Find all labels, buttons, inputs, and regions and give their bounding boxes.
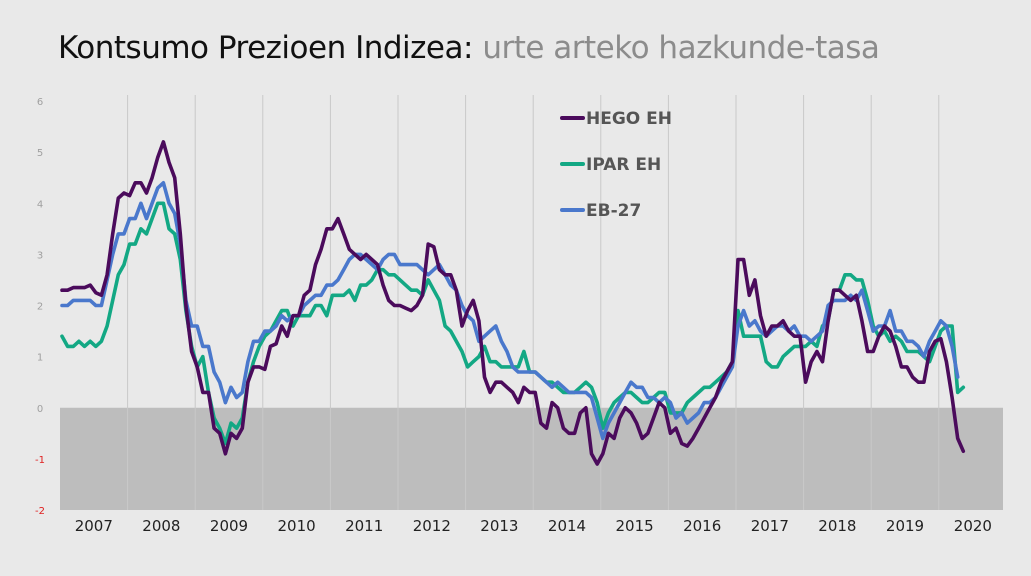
x-tick-label: 2019	[886, 517, 924, 535]
x-tick-label: 2018	[818, 517, 856, 535]
chart-title: Kontsumo Prezioen Indizea: urte arteko h…	[58, 30, 880, 66]
series-line-eb-27	[60, 181, 960, 441]
series-line-hego-eh	[60, 140, 966, 466]
y-tick-label: 2	[37, 302, 43, 313]
legend: HEGO EH IPAR EH EB-27	[560, 109, 672, 221]
x-tick-label: 2007	[75, 517, 113, 535]
y-tick-label: 5	[37, 148, 43, 159]
y-tick-label: 0	[37, 404, 43, 415]
y-tick-label: 6	[37, 97, 43, 108]
x-tick-label: 2014	[548, 517, 586, 535]
x-tick-label: 2020	[954, 517, 992, 535]
x-tick-label: 2011	[345, 517, 383, 535]
chart-title-sub: urte arteko hazkunde-tasa	[482, 30, 880, 66]
y-tick-label: 3	[37, 250, 43, 261]
y-tick-label: 1	[37, 353, 43, 364]
legend-label: IPAR EH	[586, 155, 661, 175]
y-tick-label: 4	[37, 199, 43, 210]
y-tick-label: -2	[35, 506, 45, 517]
x-tick-label: 2016	[683, 517, 721, 535]
chart-title-main: Kontsumo Prezioen Indizea:	[58, 30, 473, 66]
negative-band	[60, 407, 1003, 510]
x-tick-label: 2010	[278, 517, 316, 535]
x-tick-label: 2008	[142, 517, 180, 535]
x-tick-label: 2012	[413, 517, 451, 535]
x-tick-label: 2015	[616, 517, 654, 535]
x-tick-label: 2009	[210, 517, 248, 535]
y-tick-label: -1	[35, 455, 45, 466]
legend-label: EB-27	[586, 201, 641, 221]
x-tick-label: 2013	[480, 517, 518, 535]
legend-label: HEGO EH	[586, 109, 672, 129]
x-tick-label: 2017	[751, 517, 789, 535]
